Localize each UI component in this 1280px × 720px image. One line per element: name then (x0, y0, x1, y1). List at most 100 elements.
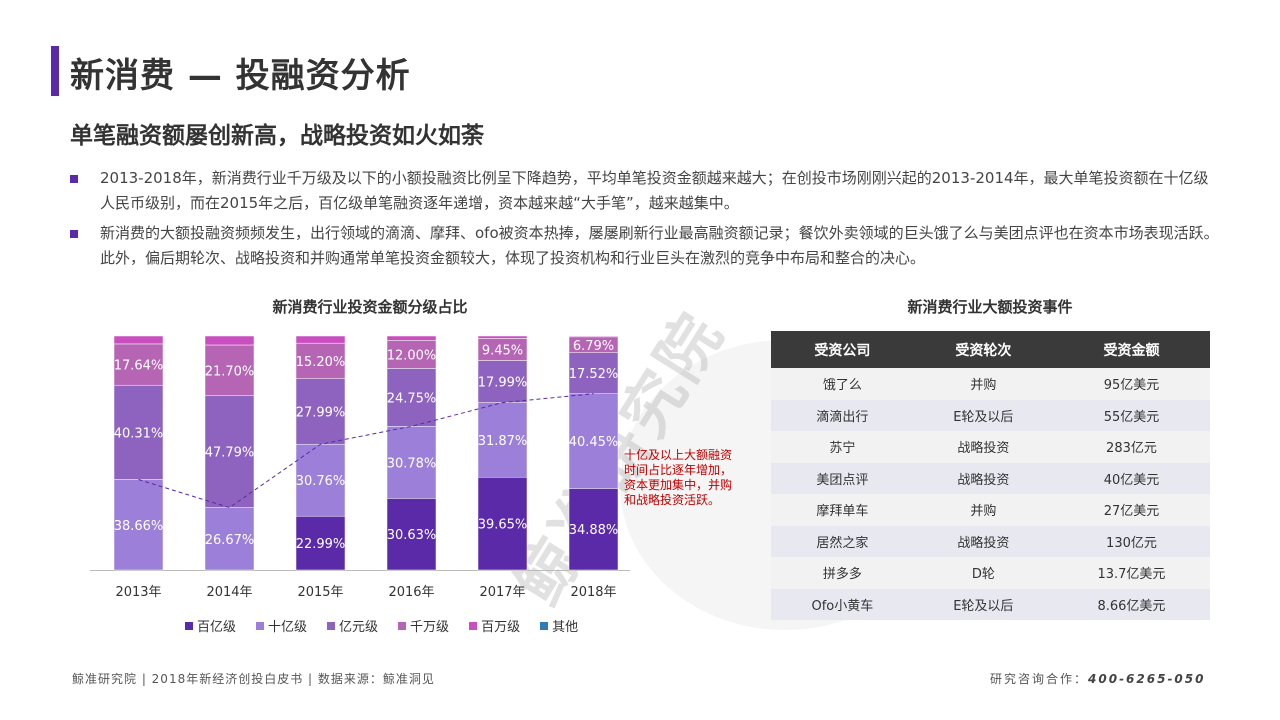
bar-segment (113, 343, 164, 386)
table-header-cell: 受资公司 (771, 331, 914, 368)
stacked-bar-chart: 38.66% 40.31% 17.64% 2013年 26.67% 47.79% 21.70… (90, 335, 630, 600)
table-cell: 美团点评 (771, 462, 914, 494)
bar-segment (568, 335, 619, 338)
x-tick-label: 2015年 (297, 585, 343, 600)
table-cell: Ofo小黄车 (771, 588, 914, 620)
legend-label: 十亿级 (268, 620, 308, 635)
table-cell: 283亿元 (1052, 431, 1210, 463)
data-label: 6.79% (573, 339, 614, 354)
data-label: 30.76% (296, 474, 346, 489)
data-label: 22.99% (296, 537, 346, 552)
bullet-item: 2013-2018年，新消费行业千万级及以下的小额投融资比例呈下降趋势，平均单笔… (70, 166, 1220, 216)
bar-segment (295, 378, 346, 445)
chart-title: 新消费行业投资金额分级占比 (272, 298, 468, 316)
data-label: 27.99% (296, 405, 346, 420)
bullet-text: 2013-2018年，新消费行业千万级及以下的小额投融资比例呈下降趋势，平均单笔… (100, 169, 1209, 212)
table-cell: 并购 (913, 494, 1053, 526)
bullet-text: 新消费的大额投融资频频发生，出行领域的滴滴、摩拜、ofo被资本热捧，屡屡刷新行业… (100, 224, 1219, 267)
table-cell: 滴滴出行 (771, 399, 914, 431)
table-row: 居然之家 战略投资 130亿元 (771, 525, 1210, 557)
data-label: 40.31% (114, 426, 164, 441)
legend-label: 千万级 (410, 620, 450, 635)
data-label: 39.65% (478, 518, 528, 533)
table-cell: 战略投资 (913, 431, 1053, 463)
legend-swatch (185, 621, 193, 630)
data-label: 17.64% (114, 359, 164, 374)
table-cell: 战略投资 (913, 525, 1053, 557)
legend-swatch (540, 621, 549, 630)
chart-annotation: 十亿及以上大额融资时间占比逐年增加，资本更加集中，并购和战略投资活跃。 (624, 448, 733, 507)
data-label: 17.52% (569, 367, 619, 382)
footer-source: 鲸准研究院 | 2018年新经济创投白皮书 | 数据来源：鲸准洞见 (72, 672, 435, 686)
table-cell: 55亿美元 (1052, 399, 1210, 431)
footer-phone: 400-6265-050 (1088, 672, 1206, 686)
table-cell: 8.66亿美元 (1052, 588, 1210, 620)
data-label: 47.79% (205, 446, 255, 461)
legend-item: 千万级 (398, 616, 449, 635)
bar-segment (204, 335, 255, 346)
legend-swatch (398, 621, 407, 630)
bar-segment (386, 335, 437, 341)
table-cell: 战略投资 (913, 462, 1053, 494)
bar-segment (204, 344, 255, 397)
data-label: 30.63% (387, 528, 437, 543)
title-accent-bar (51, 46, 59, 96)
page-title: 新消费 — 投融资分析 (70, 56, 411, 96)
table-header-cell: 受资金额 (1052, 331, 1210, 368)
data-label: 17.99% (478, 376, 528, 391)
bullet-square-icon (70, 230, 78, 238)
bullet-item: 新消费的大额投融资频频发生，出行领域的滴滴、摩拜、ofo被资本热捧，屡屡刷新行业… (70, 221, 1220, 271)
bar-segment (386, 426, 437, 499)
table-cell: 13.7亿美元 (1052, 557, 1210, 589)
legend-item: 其他 (540, 616, 578, 635)
x-tick-label: 2013年 (115, 585, 161, 600)
table-row: 饿了么 并购 95亿美元 (771, 368, 1210, 400)
legend-item: 亿元级 (327, 616, 378, 635)
legend-label: 其他 (552, 620, 579, 635)
legend-swatch (327, 621, 336, 630)
trend-line (138, 393, 594, 509)
bullet-list: 2013-2018年，新消费行业千万级及以下的小额投融资比例呈下降趋势，平均单笔… (70, 166, 1220, 276)
table-cell: 摩拜单车 (771, 494, 914, 526)
table-cell: 饿了么 (771, 368, 914, 400)
bar-segment (204, 395, 255, 508)
bar-segment (477, 360, 528, 403)
table-cell: 27亿美元 (1052, 494, 1210, 526)
table-cell: 95亿美元 (1052, 368, 1210, 400)
data-label: 34.88% (569, 523, 619, 538)
data-label: 38.66% (114, 519, 164, 534)
x-tick-label: 2017年 (479, 585, 525, 600)
table-cell: E轮及以后 (913, 588, 1053, 620)
data-label: 24.75% (387, 391, 437, 406)
bar-segment (568, 352, 619, 394)
bar-segment (113, 479, 164, 571)
table-header-cell: 受资轮次 (913, 331, 1053, 368)
bar-segment (386, 498, 437, 571)
bar-segment (113, 335, 164, 345)
x-tick-label: 2016年 (388, 585, 434, 600)
table-cell: 130亿元 (1052, 525, 1210, 557)
table-cell: 40亿美元 (1052, 462, 1210, 494)
table-cell: 苏宁 (771, 431, 914, 463)
table-row: 摩拜单车 并购 27亿美元 (771, 494, 1210, 526)
legend-item: 十亿级 (256, 616, 307, 635)
legend-label: 百亿级 (197, 620, 237, 635)
data-label: 40.45% (569, 435, 619, 450)
chart-legend: 百亿级 十亿级 亿元级 千万级 百万级 其他 (185, 616, 578, 635)
footer-contact-label: 研究咨询合作： (990, 672, 1089, 686)
table-cell: 并购 (913, 368, 1053, 400)
bar-segment (477, 402, 528, 478)
data-label: 21.70% (205, 364, 255, 379)
table-row: Ofo小黄车 E轮及以后 8.66亿美元 (771, 588, 1210, 620)
table-row: 滴滴出行 E轮及以后 55亿美元 (771, 399, 1210, 431)
table-cell: E轮及以后 (913, 399, 1053, 431)
data-label: 9.45% (482, 343, 523, 358)
page-subtitle: 单笔融资额屡创新高，战略投资如火如荼 (70, 123, 484, 149)
table-cell: D轮 (913, 557, 1053, 589)
legend-swatch (469, 621, 478, 630)
x-tick-label: 2018年 (570, 585, 616, 600)
data-label: 31.87% (478, 434, 528, 449)
data-label: 26.67% (205, 533, 255, 548)
legend-label: 亿元级 (339, 620, 379, 635)
table-cell: 拼多多 (771, 557, 914, 589)
